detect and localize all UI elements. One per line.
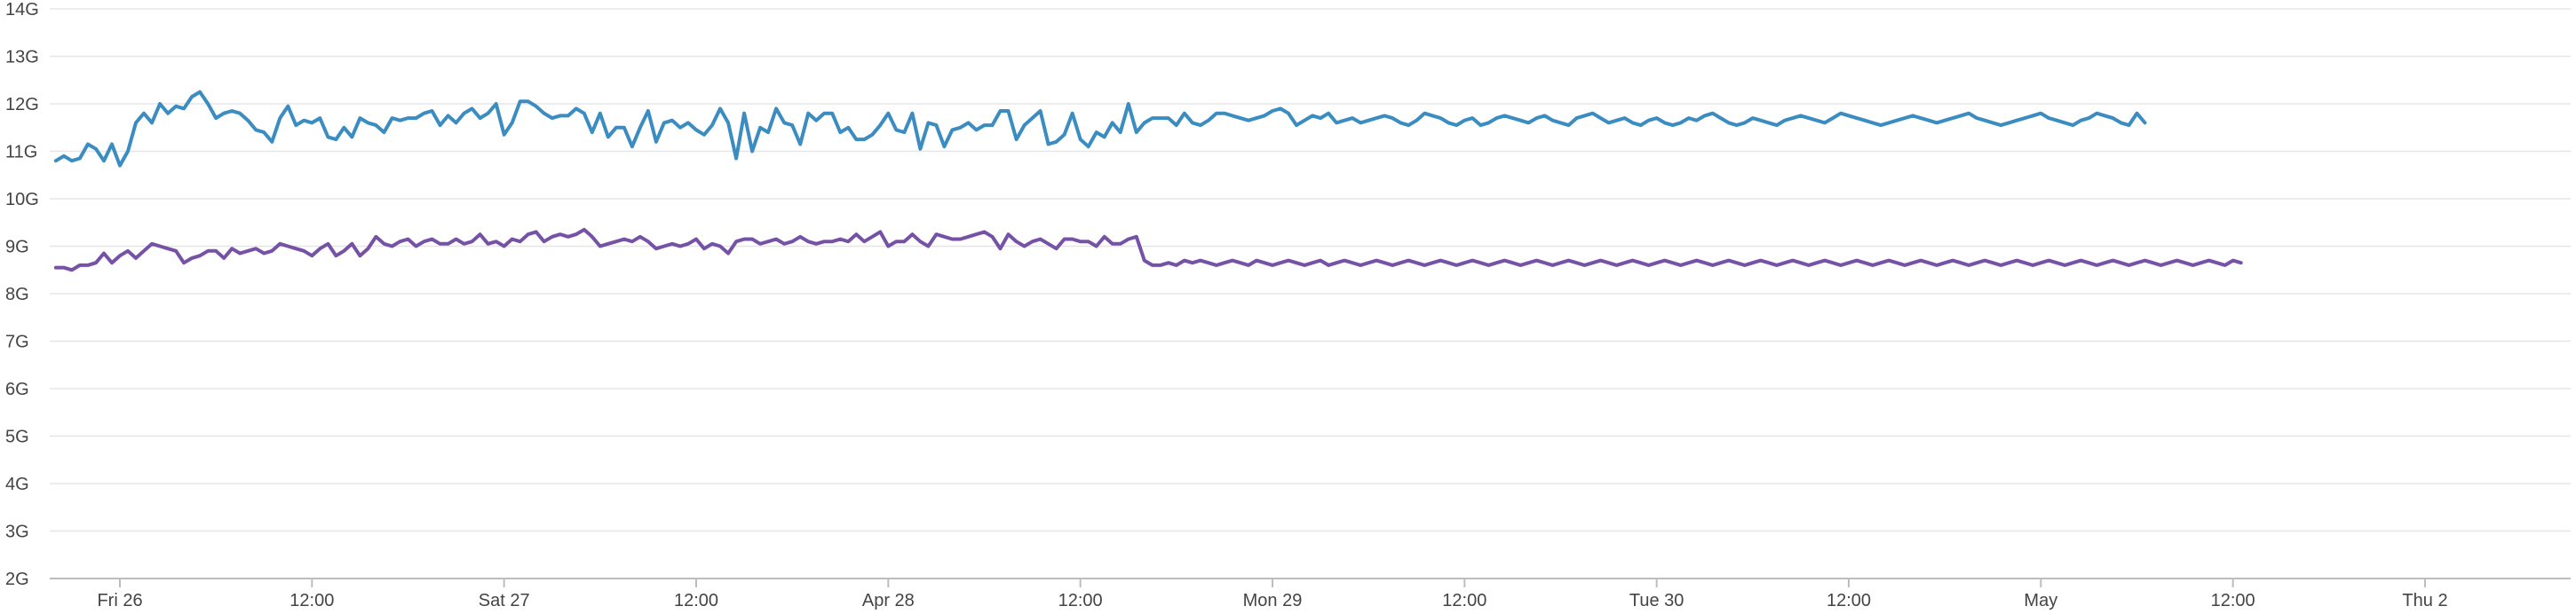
series-line-1 [53, 90, 2147, 168]
y-tick-label: 10G [5, 190, 39, 209]
x-tick-label: Fri 26 [97, 591, 142, 610]
x-tick-label: Mon 29 [1243, 591, 1303, 610]
x-tick-label: Apr 28 [862, 591, 915, 610]
x-axis: Fri 26 12:00 Sat 27 12:00 Apr 28 12:00 Mon 29 1… [50, 578, 2571, 610]
x-tick-label: 12:00 [1442, 591, 1486, 610]
y-tick-label: 8G [5, 285, 29, 304]
x-tick-label: Thu 2 [2402, 591, 2447, 610]
y-axis-tick-labels: 2G 3G 4G 5G 6G 7G 8G 9G 10G 11G 12G 13G 14G [5, 0, 39, 589]
y-tick-label: 14G [5, 0, 39, 20]
y-tick-label: 11G [5, 143, 37, 162]
y-tick-label: 5G [5, 428, 29, 447]
gridlines [50, 8, 2571, 532]
y-tick-label: 2G [5, 570, 29, 589]
x-tick-label: 12:00 [289, 591, 334, 610]
x-tick-label: 12:00 [1827, 591, 1871, 610]
x-tick-label: 12:00 [2211, 591, 2255, 610]
x-tick-label: Sat 27 [479, 591, 530, 610]
x-tick-label: May [2024, 591, 2057, 610]
x-tick-label: Tue 30 [1629, 591, 1684, 610]
y-tick-label: 9G [5, 238, 29, 257]
y-tick-label: 13G [5, 48, 39, 67]
x-tick-label: 12:00 [1058, 591, 1103, 610]
y-tick-label: 4G [5, 475, 29, 494]
y-tick-label: 7G [5, 333, 29, 352]
y-tick-label: 12G [5, 95, 39, 114]
y-tick-label: 6G [5, 380, 29, 399]
x-tick-label: 12:00 [674, 591, 718, 610]
series-lines [53, 90, 2243, 272]
y-tick-label: 3G [5, 523, 29, 542]
series-line-2 [53, 227, 2243, 272]
